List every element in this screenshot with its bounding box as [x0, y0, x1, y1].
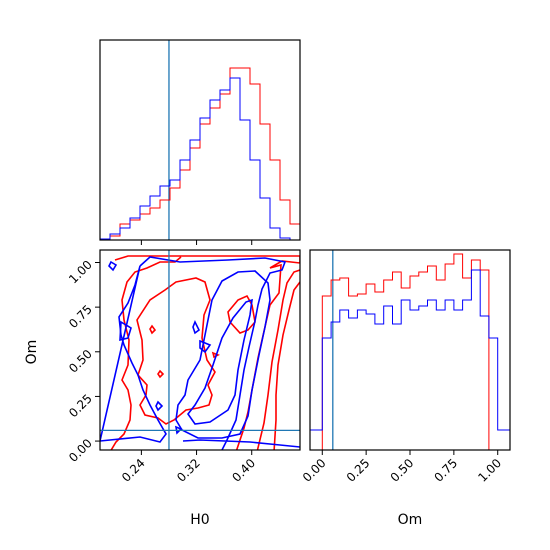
om-hist-xtick-label: 0.00 — [300, 456, 329, 485]
red-contour-inner — [273, 281, 300, 450]
joint-xtick-label: 0.24 — [119, 456, 148, 485]
joint-blue-contours — [100, 256, 300, 450]
joint-xtick-label: 0.32 — [174, 456, 203, 485]
om-xlabel: Om — [398, 512, 423, 528]
h0-hist-blue-series — [99, 77, 300, 241]
om-hist-xtick-label: 0.75 — [431, 456, 460, 485]
om-hist-xtick-label: 1.00 — [475, 456, 504, 485]
joint-ylabel: Om — [24, 340, 40, 365]
red-contour-small-2 — [149, 324, 157, 335]
om-histogram-panel: 0.00 0.25 0.50 0.75 1.00 Om — [300, 249, 511, 528]
joint-xticks: 0.24 0.32 0.40 — [119, 450, 258, 485]
om-hist-xtick-label: 0.50 — [388, 456, 417, 485]
blue-contour-mid — [175, 270, 271, 439]
blue-contour-inner — [187, 298, 253, 425]
joint-yticks: 0.00 0.25 0.50 0.75 1.00 — [66, 258, 100, 465]
blue-contour-small-3 — [199, 339, 212, 354]
blue-contour-small-4 — [155, 400, 164, 412]
joint-xtick-label: 0.40 — [229, 456, 258, 485]
h0-hist-xticks — [140, 240, 253, 245]
om-hist-blue-series — [309, 269, 511, 450]
joint-ytick-label: 0.75 — [66, 302, 95, 331]
joint-ytick-label: 0.50 — [66, 347, 95, 376]
joint-ytick-label: 0.00 — [66, 436, 95, 465]
blue-contour-small-1 — [108, 260, 118, 272]
red-contour-small-3 — [157, 369, 165, 379]
joint-truth-lines — [100, 250, 300, 450]
h0-histogram-panel — [99, 39, 301, 245]
h0-hist-frame — [99, 39, 301, 241]
red-contour-mid — [256, 269, 300, 450]
joint-ytick-label: 0.25 — [66, 391, 95, 420]
joint-frame — [99, 249, 301, 451]
joint-xlabel: H0 — [190, 512, 209, 528]
joint-ytick-label: 1.00 — [66, 258, 95, 287]
joint-contour-panel: 0.24 0.32 0.40 0.00 0.25 0.50 0.75 1.00 H0 Om — [24, 249, 301, 528]
blue-contour-small-2 — [192, 320, 201, 335]
om-hist-xticks: 0.00 0.25 0.50 0.75 1.00 — [300, 450, 504, 485]
blue-contour-left — [119, 320, 132, 342]
om-hist-xtick-label: 0.25 — [344, 456, 373, 485]
red-contour-peak — [227, 294, 256, 334]
blue-contour-outer — [100, 256, 300, 450]
joint-red-contours — [110, 255, 300, 450]
red-contour-left — [136, 277, 216, 425]
